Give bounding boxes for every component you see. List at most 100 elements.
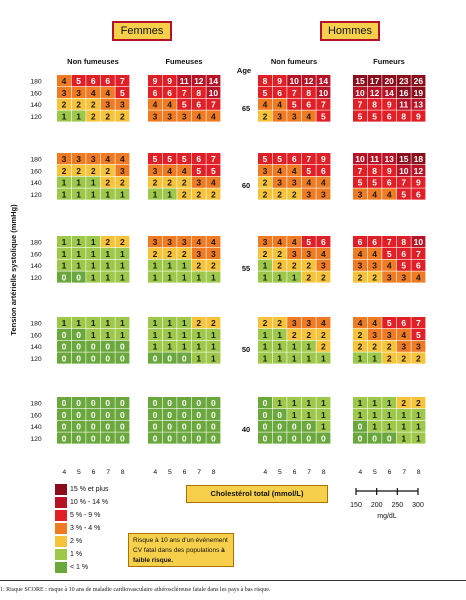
legend-item: 3 % - 4 % <box>55 522 125 535</box>
risk-cell-value: 1 <box>196 353 201 363</box>
risk-cell <box>71 75 86 87</box>
risk-cell <box>115 420 130 432</box>
risk-cell <box>272 86 287 98</box>
risk-cell-value: 0 <box>76 410 81 420</box>
risk-cell-value: 2 <box>153 249 158 259</box>
risk-cell-value: 0 <box>211 422 216 432</box>
risk-cell-value: 4 <box>321 178 326 188</box>
risk-cell-value: 8 <box>263 76 268 86</box>
risk-cell <box>148 110 162 122</box>
risk-cell <box>100 86 115 98</box>
risk-cell <box>191 247 206 259</box>
group-label: Fumeuses <box>165 57 202 66</box>
risk-cell <box>353 408 367 420</box>
risk-cell <box>177 397 192 409</box>
risk-cell-value: 1 <box>105 249 110 259</box>
risk-cell <box>272 75 287 87</box>
risk-cell <box>162 420 177 432</box>
risk-cell-value: 2 <box>62 166 67 176</box>
age-value: 60 <box>242 181 250 190</box>
legend-swatch <box>55 562 67 573</box>
risk-cell <box>57 408 71 420</box>
risk-cell <box>115 164 130 176</box>
risk-cell <box>191 75 206 87</box>
risk-cell-value: 6 <box>358 237 363 247</box>
risk-cell-value: 3 <box>292 111 297 121</box>
legend-label: 15 % et plus <box>70 486 109 493</box>
risk-cell <box>100 271 115 283</box>
risk-cell-value: 1 <box>120 249 125 259</box>
risk-cell-value: 5 <box>211 166 216 176</box>
risk-cell <box>177 164 192 176</box>
risk-cell-value: 1 <box>91 178 96 188</box>
risk-cell-value: 14 <box>209 76 219 86</box>
risk-cell <box>301 420 316 432</box>
risk-cell-value: 16 <box>399 88 409 98</box>
risk-cell <box>287 328 302 340</box>
risk-cell-value: 2 <box>167 178 172 188</box>
risk-cell-value: 4 <box>372 318 377 328</box>
risk-cell-value: 5 <box>372 111 377 121</box>
risk-cell-value: 1 <box>91 237 96 247</box>
risk-cell-value: 1 <box>277 398 282 408</box>
risk-cell <box>177 153 192 165</box>
risk-cell-value: 2 <box>263 318 268 328</box>
risk-cell-value: 0 <box>120 353 125 363</box>
risk-cell <box>115 317 130 329</box>
risk-cell <box>301 236 316 248</box>
risk-cell <box>148 164 162 176</box>
risk-cell-value: 1 <box>153 330 158 340</box>
risk-cell <box>301 164 316 176</box>
risk-cell <box>148 317 162 329</box>
risk-cell <box>86 340 101 352</box>
risk-cell <box>316 247 331 259</box>
risk-cell-value: 1 <box>292 398 297 408</box>
risk-cell <box>71 247 86 259</box>
risk-cell-value: 4 <box>321 318 326 328</box>
risk-cell-value: 1 <box>306 398 311 408</box>
risk-cell <box>272 340 287 352</box>
risk-cell-value: 11 <box>180 76 189 86</box>
risk-cell-value: 2 <box>76 100 81 110</box>
risk-cell-value: 1 <box>62 237 67 247</box>
risk-cell <box>148 408 162 420</box>
risk-cell <box>115 340 130 352</box>
risk-cell-value: 3 <box>321 189 326 199</box>
risk-cell <box>115 397 130 409</box>
risk-cell <box>86 110 101 122</box>
risk-cell-value: 1 <box>91 318 96 328</box>
risk-cell-value: 2 <box>321 272 326 282</box>
risk-cell-value: 7 <box>358 166 363 176</box>
risk-cell <box>57 98 71 110</box>
risk-cell-value: 4 <box>387 261 392 271</box>
risk-cell <box>287 164 302 176</box>
risk-cell-value: 0 <box>76 330 81 340</box>
risk-cell <box>316 432 331 444</box>
risk-cell-value: 5 <box>358 178 363 188</box>
risk-cell-value: 0 <box>182 433 187 443</box>
risk-cell-value: 1 <box>62 318 67 328</box>
y-axis-title: Tension artérielle systolique (mmHg) <box>9 204 18 336</box>
risk-cell <box>367 408 382 420</box>
risk-cell <box>301 397 316 409</box>
risk-cell-value: 0 <box>277 433 282 443</box>
risk-cell <box>100 236 115 248</box>
risk-cell-value: 3 <box>76 154 81 164</box>
risk-cell <box>301 110 316 122</box>
risk-cell-value: 9 <box>153 76 158 86</box>
risk-cell <box>396 164 411 176</box>
risk-cell-value: 9 <box>167 76 172 86</box>
risk-cell <box>191 340 206 352</box>
risk-cell <box>100 408 115 420</box>
risk-cell <box>100 328 115 340</box>
risk-cell <box>162 432 177 444</box>
risk-cell <box>162 317 177 329</box>
legend-item: 15 % et plus <box>55 483 125 496</box>
risk-cell <box>316 397 331 409</box>
risk-cell <box>367 236 382 248</box>
risk-cell-value: 1 <box>263 272 268 282</box>
bp-tick-label: 120 <box>30 275 42 282</box>
risk-cell-value: 4 <box>292 166 297 176</box>
risk-cell <box>71 271 86 283</box>
risk-cell-value: 1 <box>182 318 187 328</box>
